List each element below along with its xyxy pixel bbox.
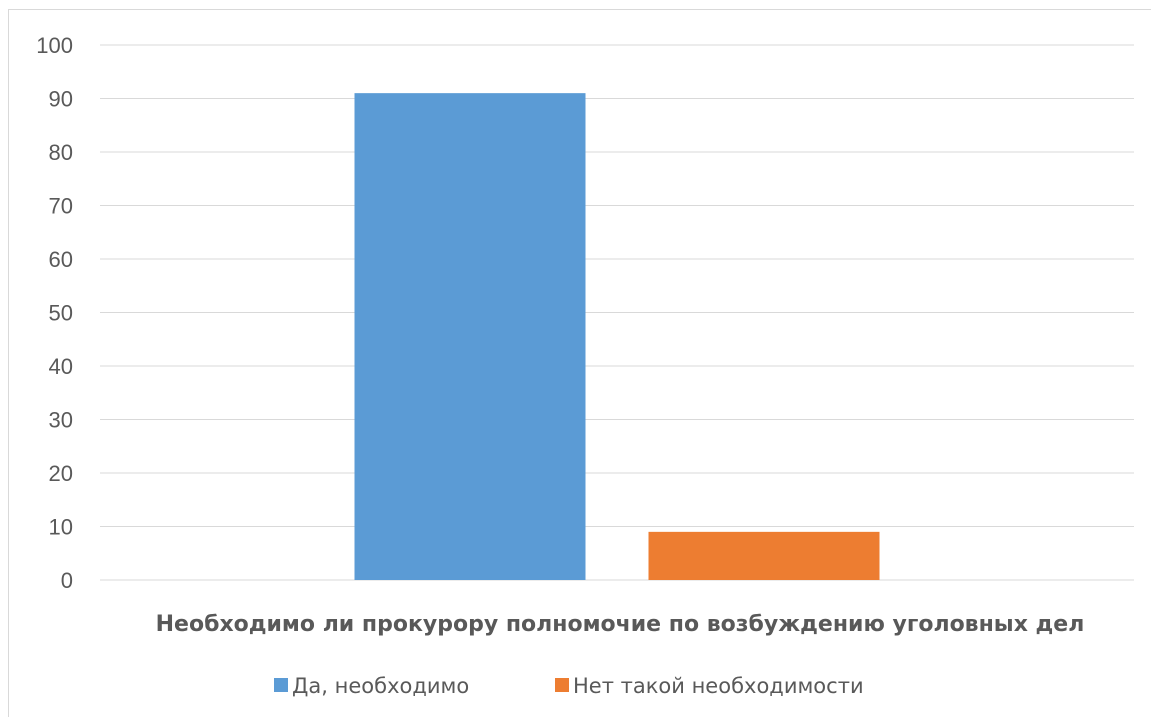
y-tick-label: 0 <box>61 568 73 593</box>
bar-yes <box>354 93 586 581</box>
bar-no <box>648 531 880 580</box>
legend-label: Нет такой необходимости <box>573 674 864 698</box>
y-tick-label: 40 <box>49 354 73 379</box>
bars <box>354 93 880 581</box>
gridlines <box>100 44 1134 581</box>
y-tick-label: 60 <box>49 247 73 272</box>
x-axis-label: Необходимо ли прокурору полномочие по во… <box>156 612 1085 637</box>
y-tick-label: 100 <box>36 33 73 58</box>
legend: Да, необходимо Нет такой необходимости <box>274 674 864 698</box>
y-tick-label: 50 <box>49 301 73 326</box>
legend-swatch <box>555 678 569 692</box>
y-tick-label: 30 <box>49 408 73 433</box>
y-tick-label: 90 <box>49 87 73 112</box>
legend-swatch <box>274 678 288 692</box>
legend-label: Да, необходимо <box>292 674 469 698</box>
y-tick-label: 10 <box>49 515 73 540</box>
y-tick-label: 20 <box>49 461 73 486</box>
y-tick-label: 70 <box>49 194 73 219</box>
y-axis-ticks: 0 10 20 30 40 50 60 70 80 90 100 <box>36 33 73 593</box>
y-tick-label: 80 <box>49 140 73 165</box>
